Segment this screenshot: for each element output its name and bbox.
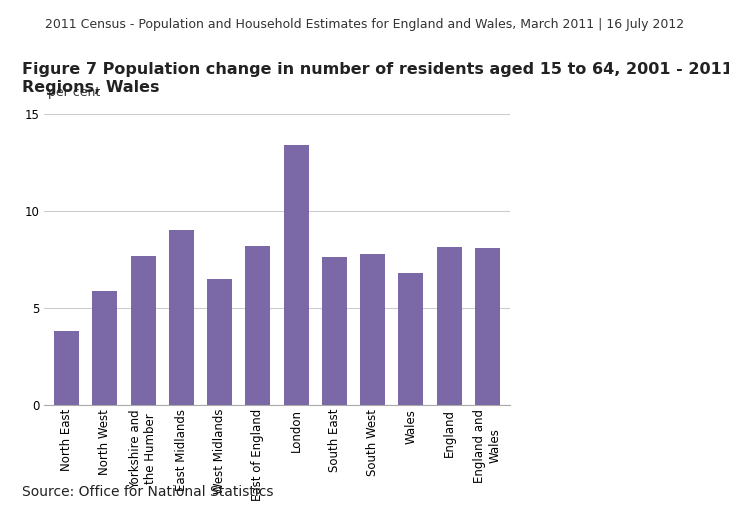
Bar [246,246,270,405]
Text: per cent: per cent [47,86,100,99]
Text: Regions, Wales: Regions, Wales [22,80,160,95]
Bar [130,256,155,405]
Bar [475,248,500,405]
Bar [284,145,308,405]
Bar [437,247,461,405]
Bar [54,331,79,405]
Bar [93,292,117,405]
Bar [322,256,347,405]
Text: Figure 7 Population change in number of residents aged 15 to 64, 2001 - 2011, En: Figure 7 Population change in number of … [22,62,729,77]
Text: Source: Office for National Statistics: Source: Office for National Statistics [22,485,273,499]
Bar [169,230,194,405]
Text: 2011 Census - Population and Household Estimates for England and Wales, March 20: 2011 Census - Population and Household E… [45,18,684,31]
Bar [360,254,385,405]
Bar [207,279,232,405]
Bar [399,273,424,405]
